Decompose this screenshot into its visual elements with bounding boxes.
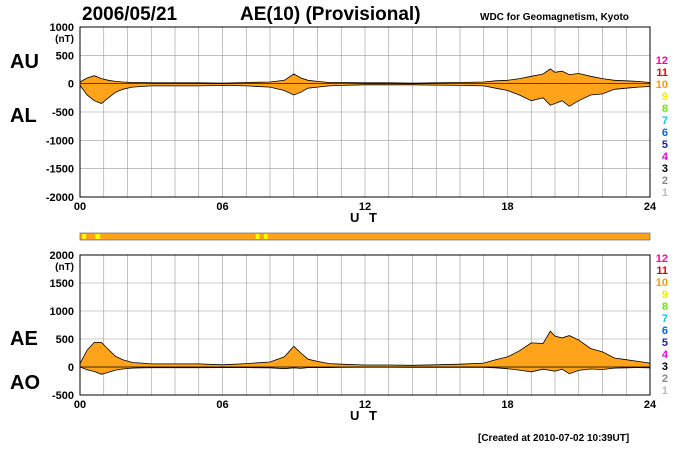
x-tick-label: 06: [216, 399, 228, 411]
source-label: WDC for Geomagnetism, Kyoto: [480, 12, 629, 23]
kp-legend-label: 9: [662, 289, 668, 301]
kp-legend-label: 12: [656, 55, 668, 67]
kp-legend-label: 1: [662, 385, 668, 397]
y-tick-label: -500: [52, 107, 74, 119]
x-tick-label: 00: [74, 201, 86, 213]
y-tick-label: -2000: [46, 192, 74, 204]
y-tick-label: 500: [56, 334, 74, 346]
y-tick-label: 1000: [50, 306, 74, 318]
plot-frame: [79, 26, 651, 198]
x-tick-label: 18: [501, 201, 513, 213]
kp-legend-label: 2: [662, 373, 668, 385]
chart-date: 2006/05/21: [82, 4, 178, 25]
series-name-upper: AE: [10, 328, 38, 350]
activity-bar: [79, 232, 651, 241]
x-tick-label: 24: [644, 201, 657, 213]
kp-legend-label: 8: [662, 103, 668, 115]
kp-legend-label: 4: [662, 349, 669, 361]
y-tick-label: -1000: [46, 135, 74, 147]
series-line-au: [79, 68, 651, 84]
area-fill-au-al: [80, 68, 650, 107]
kp-legend-label: 8: [662, 301, 668, 313]
y-tick-label: 2000: [50, 250, 74, 262]
series-name-upper: AU: [10, 51, 39, 73]
x-axis-label: U T: [350, 210, 380, 225]
x-axis-label: U T: [350, 408, 380, 423]
kp-legend-label: 2: [662, 175, 668, 187]
y-tick-label: 500: [56, 50, 74, 62]
kp-legend-label: 7: [662, 115, 668, 127]
kp-legend-label: 6: [662, 325, 668, 337]
x-tick-label: 06: [216, 201, 228, 213]
kp-legend-label: 3: [662, 361, 668, 373]
y-tick-label: -500: [52, 390, 74, 402]
kp-legend-label: 10: [656, 277, 668, 289]
chart-title: AE(10) (Provisional): [240, 4, 421, 25]
activity-bar-marker: [255, 234, 260, 239]
kp-legend-label: 10: [656, 79, 668, 91]
unit-label: (nT): [55, 34, 74, 45]
x-tick-label: 12: [359, 201, 371, 213]
x-tick-label: 24: [644, 399, 657, 411]
kp-legend-label: 4: [662, 151, 669, 163]
y-tick-label: -1500: [46, 164, 74, 176]
created-timestamp: [Created at 2010-07-02 10:39UT]: [478, 433, 630, 444]
kp-legend-label: 11: [656, 67, 668, 79]
activity-bar-marker: [82, 234, 86, 239]
y-tick-label: 1000: [50, 22, 74, 34]
kp-legend-label: 11: [656, 265, 668, 277]
kp-legend-label: 6: [662, 127, 668, 139]
y-tick-label: 0: [68, 79, 74, 91]
activity-bar-marker: [95, 234, 101, 239]
activity-bar-marker: [264, 234, 268, 239]
x-tick-label: 18: [501, 399, 513, 411]
unit-label: (nT): [55, 262, 74, 273]
x-tick-label: 00: [74, 399, 86, 411]
kp-legend-label: 1: [662, 187, 668, 199]
x-tick-label: 12: [359, 399, 371, 411]
y-tick-label: 0: [68, 362, 74, 374]
area-fill-ae-ao: [80, 331, 650, 375]
kp-legend-label: 9: [662, 91, 668, 103]
kp-legend-label: 3: [662, 163, 668, 175]
series-name-lower: AL: [10, 105, 37, 127]
series-name-lower: AO: [10, 372, 40, 394]
kp-legend-label: 12: [656, 253, 668, 265]
kp-legend-label: 7: [662, 313, 668, 325]
series-line-ae: [79, 330, 651, 366]
plot-frame: [79, 254, 651, 396]
series-line-al: [79, 84, 651, 107]
kp-legend-label: 5: [662, 139, 668, 151]
y-tick-label: 1500: [50, 278, 74, 290]
kp-legend-label: 5: [662, 337, 668, 349]
